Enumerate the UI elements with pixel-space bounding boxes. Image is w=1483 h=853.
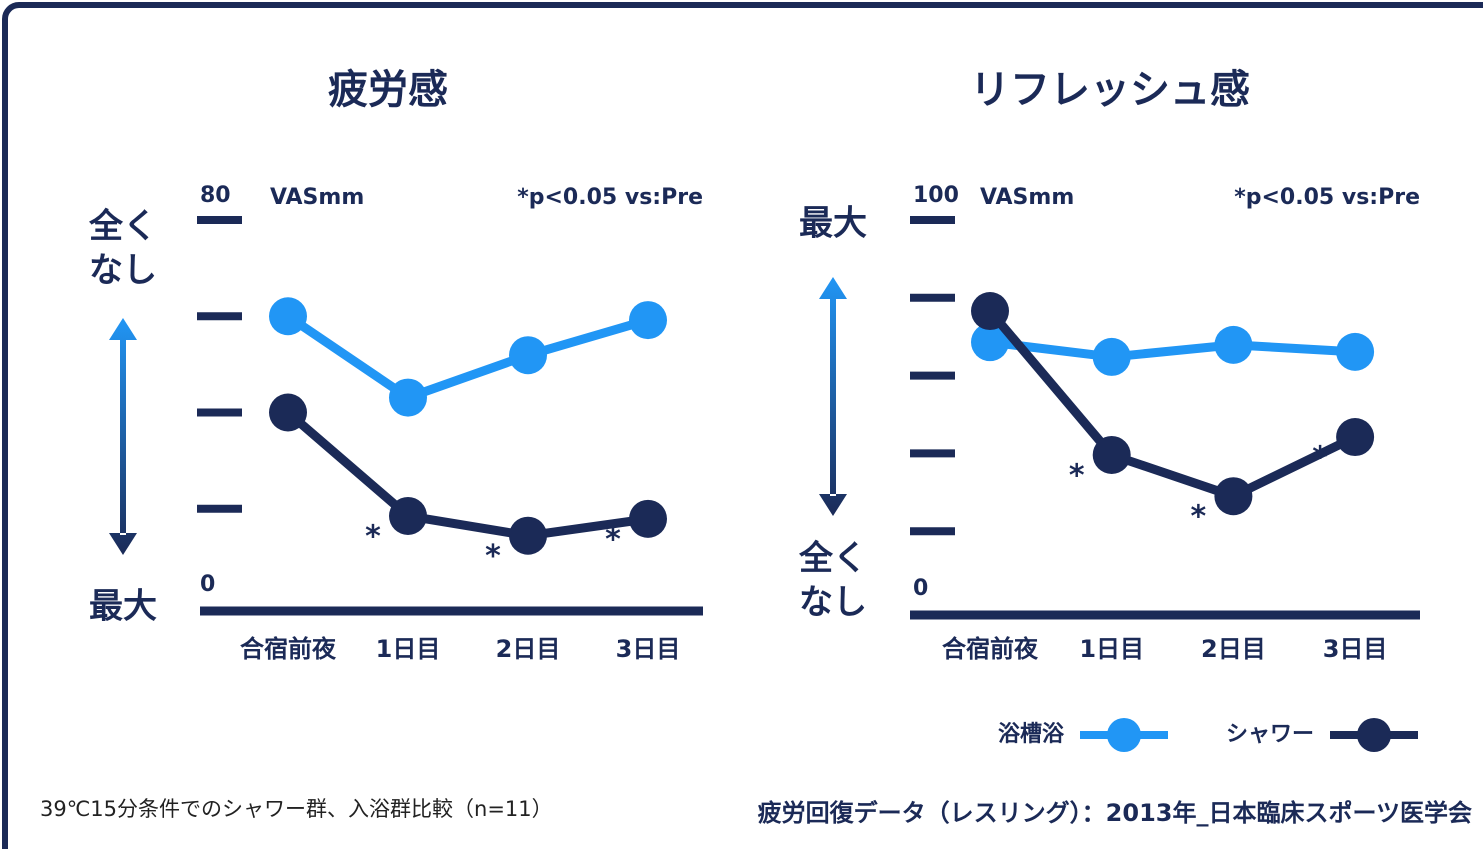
significance: * xyxy=(485,539,501,574)
legend-label: シャワー xyxy=(1226,722,1314,747)
significance: * xyxy=(1191,500,1207,535)
point xyxy=(1336,332,1375,371)
point xyxy=(629,301,667,340)
series-line xyxy=(986,308,1358,501)
legend-label: 浴槽浴 xyxy=(998,722,1065,747)
y-tick-label: 0 xyxy=(913,576,928,601)
axis-top-label: 全く xyxy=(88,207,157,247)
point xyxy=(509,336,547,375)
unit-label: VASmm xyxy=(980,185,1074,210)
significance: * xyxy=(1069,458,1085,493)
series-line xyxy=(285,312,650,403)
point xyxy=(971,323,1009,362)
point xyxy=(1214,477,1253,516)
axis-top-label: 最大 xyxy=(799,204,867,244)
arrow xyxy=(819,277,847,516)
y-tick-label: 100 xyxy=(913,183,959,208)
series-line xyxy=(989,337,1356,362)
x-tick-label: 1日目 xyxy=(376,635,441,663)
point xyxy=(1092,435,1131,474)
x-tick-label: 3日目 xyxy=(1323,635,1388,663)
point xyxy=(1336,418,1375,457)
chart-title: 疲労感 xyxy=(328,67,448,113)
x-tick-label: 1日目 xyxy=(1079,635,1144,663)
point xyxy=(389,378,427,417)
legend-marker xyxy=(1107,718,1141,752)
unit-label: VASmm xyxy=(270,185,364,210)
x-tick-label: 3日目 xyxy=(616,635,681,663)
y-tick-label: 0 xyxy=(200,572,215,597)
x-tick-label: 2日目 xyxy=(496,635,561,663)
x-tick-label: 2日目 xyxy=(1201,635,1266,663)
axis-bottom-label: なし xyxy=(799,583,867,623)
significance: * xyxy=(1312,441,1328,476)
point xyxy=(269,297,307,336)
significance: * xyxy=(365,519,381,554)
note: *p<0.05 vs:Pre xyxy=(1234,185,1420,210)
legend-marker xyxy=(1357,718,1391,752)
note: *p<0.05 vs:Pre xyxy=(517,185,703,210)
point xyxy=(971,292,1009,331)
x-tick-label: 合宿前夜 xyxy=(942,635,1039,663)
footer-left: 39℃15分条件でのシャワー群、入浴群比較（n=11） xyxy=(40,797,553,821)
footer-right: 疲労回復データ（レスリング）：2013年_日本臨床スポーツ医学会 xyxy=(758,799,1472,827)
significance: * xyxy=(605,522,621,557)
point xyxy=(1214,325,1253,364)
point xyxy=(1092,337,1131,376)
y-tick-label: 80 xyxy=(200,183,231,208)
point xyxy=(389,496,427,535)
axis-bottom-label: 全く xyxy=(798,539,867,579)
series-line xyxy=(285,409,649,541)
point xyxy=(629,499,667,538)
chart-title: リフレッシュ感 xyxy=(970,67,1250,113)
point xyxy=(269,393,307,432)
arrow xyxy=(109,318,137,555)
axis-bottom-label: 最大 xyxy=(89,587,157,627)
axis-top-label: なし xyxy=(89,251,157,291)
point xyxy=(509,516,547,555)
x-tick-label: 合宿前夜 xyxy=(240,635,337,663)
